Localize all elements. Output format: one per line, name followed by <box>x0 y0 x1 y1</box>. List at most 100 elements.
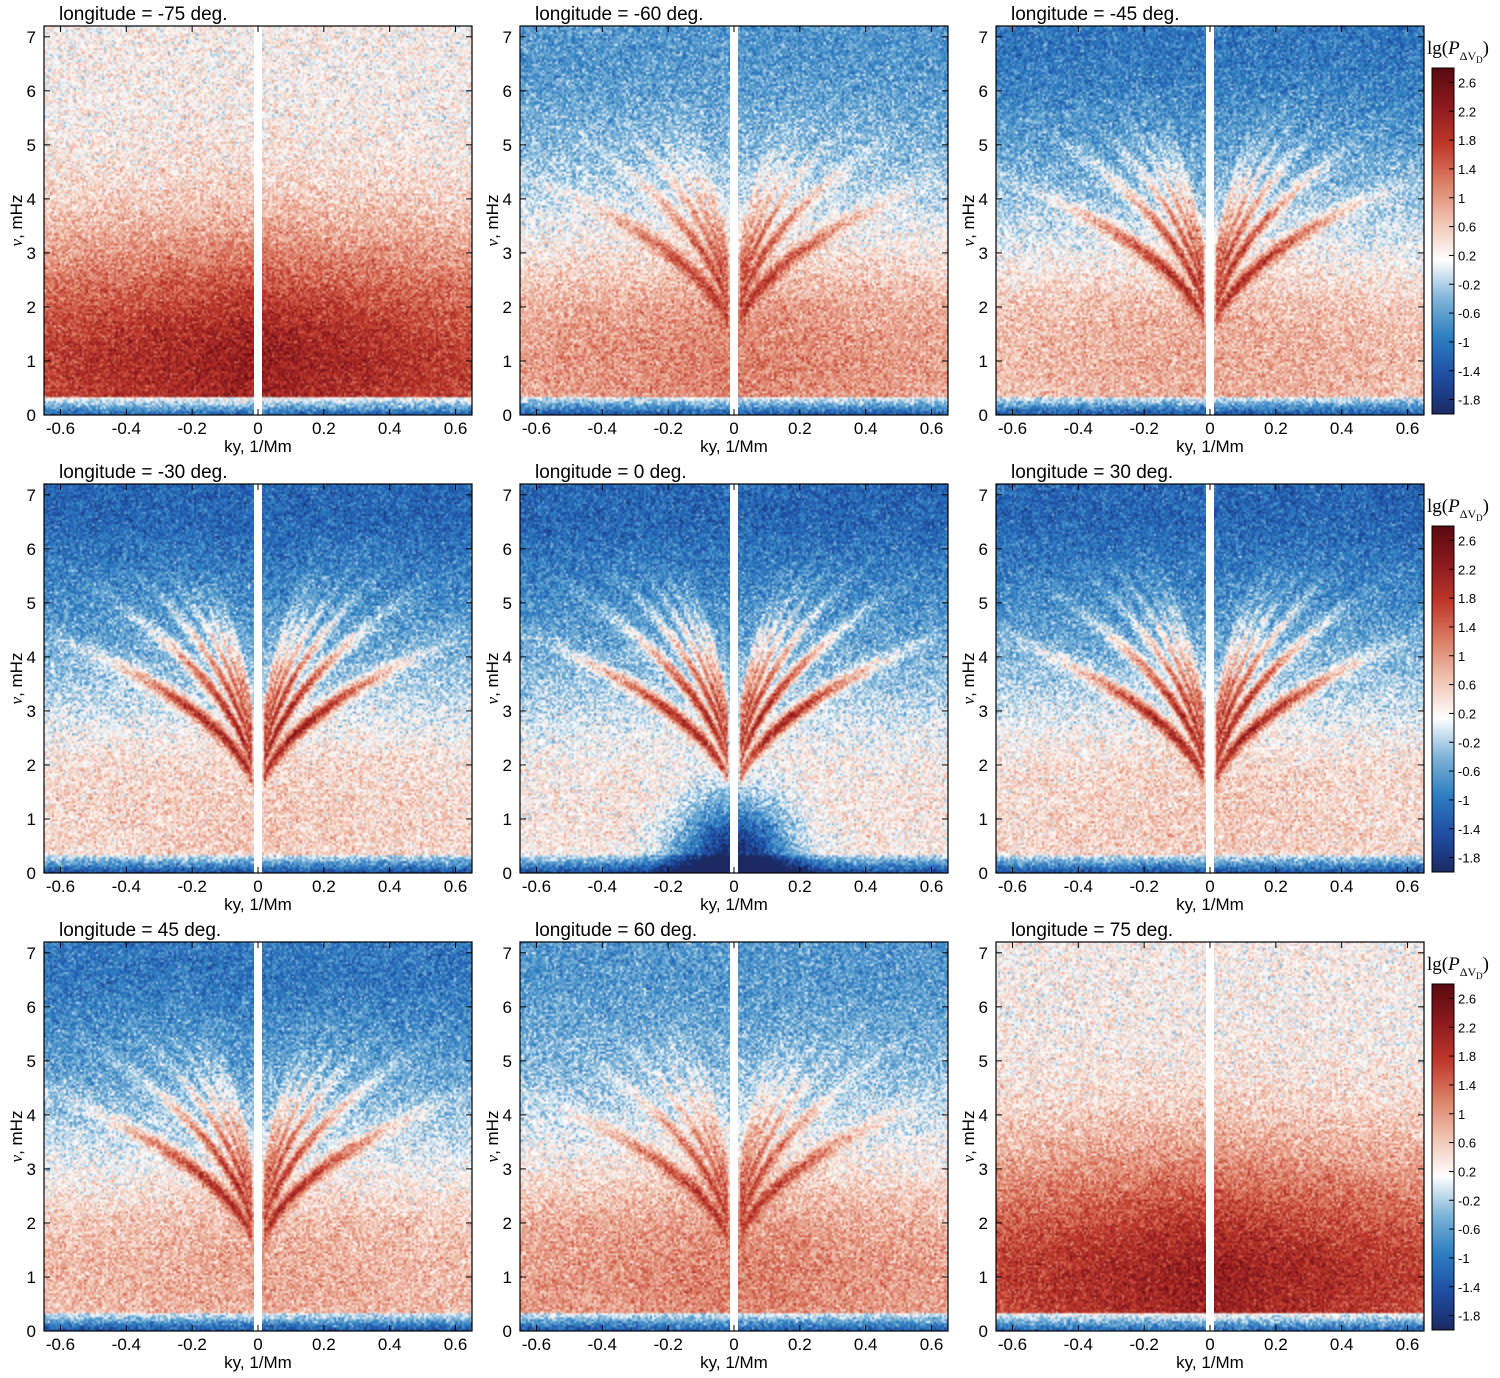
colorbar-title-v: V <box>1467 49 1476 63</box>
y-tick-label: 7 <box>979 28 988 47</box>
y-tick-label: 4 <box>979 648 988 667</box>
x-tick-label: 0.2 <box>788 877 812 896</box>
y-axis-label: ν, mHz <box>483 195 502 247</box>
colorbar-title: lg(PΔVD) <box>1427 954 1489 981</box>
x-tick-label: -0.2 <box>654 877 683 896</box>
y-tick-label: 0 <box>979 1322 988 1341</box>
y-tick-label: 3 <box>979 1160 988 1179</box>
x-tick-label: 0 <box>1205 419 1214 438</box>
colorbar-title-v: V <box>1467 965 1476 979</box>
x-tick-label: 0 <box>1205 1335 1214 1354</box>
x-tick-label: -0.6 <box>522 419 551 438</box>
zero-gap <box>254 26 262 415</box>
y-tick-label: 3 <box>27 702 36 721</box>
x-tick-label: -0.6 <box>998 877 1027 896</box>
y-tick-label: 0 <box>979 406 988 425</box>
colorbar-tick-label: -0.6 <box>1458 1222 1480 1237</box>
panel-title: longitude = 0 deg. <box>535 462 687 483</box>
y-tick-label: 2 <box>979 1214 988 1233</box>
y-tick-label: 3 <box>503 1160 512 1179</box>
x-tick-label: 0 <box>253 877 262 896</box>
x-axis-label: ky, 1/Mm <box>700 895 768 914</box>
y-axis-unit: , mHz <box>959 1111 978 1155</box>
colorbar-tick-label: -0.2 <box>1458 277 1480 292</box>
y-tick-label: 0 <box>27 864 36 883</box>
x-tick-label: 0.4 <box>854 1335 878 1354</box>
x-tick-label: -0.4 <box>112 1335 141 1354</box>
x-tick-label: 0 <box>729 419 738 438</box>
colorbar-tick-label: -1.4 <box>1458 822 1480 837</box>
panel-longitude-30: longitude = 30 deg. -0.6 -0.4 -0.2 0 0.2 0.4 0.… <box>959 462 1425 914</box>
panel-title: longitude = 30 deg. <box>1011 462 1173 483</box>
colorbar-title-delta: Δ <box>1460 965 1468 979</box>
x-tick-label: -0.2 <box>1130 877 1159 896</box>
x-axis-label: ky, 1/Mm <box>700 1353 768 1372</box>
y-axis-symbol: ν <box>483 1154 502 1162</box>
x-tick-label: 0.6 <box>444 1335 468 1354</box>
zero-gap <box>254 484 262 873</box>
colorbar-tick-label: -1.8 <box>1458 393 1480 408</box>
y-tick-label: 7 <box>27 486 36 505</box>
colorbar-title-p: P <box>1447 38 1460 59</box>
x-tick-label: 0.2 <box>312 877 336 896</box>
x-tick-label: -0.6 <box>46 1335 75 1354</box>
y-tick-label: 3 <box>27 244 36 263</box>
y-tick-label: 3 <box>979 244 988 263</box>
colorbar-tick-label: 1 <box>1458 649 1465 664</box>
y-tick-label: 6 <box>27 998 36 1017</box>
y-axis-unit: , mHz <box>7 195 26 239</box>
panel-title: longitude = 45 deg. <box>59 920 221 941</box>
y-tick-label: 4 <box>979 1106 988 1125</box>
colorbar-tick-label: 0.2 <box>1458 248 1476 263</box>
x-tick-label: -0.4 <box>112 419 141 438</box>
y-tick-label: 5 <box>979 594 988 613</box>
colorbar-tick-label: -0.2 <box>1458 1193 1480 1208</box>
y-tick-label: 7 <box>979 486 988 505</box>
x-tick-label: 0.6 <box>1396 877 1420 896</box>
y-tick-label: 6 <box>979 82 988 101</box>
y-axis-label: ν, mHz <box>959 653 978 705</box>
x-tick-label: 0.2 <box>1264 419 1288 438</box>
colorbar-title-delta: Δ <box>1460 507 1468 521</box>
x-tick-label: 0.6 <box>920 1335 944 1354</box>
x-tick-label: -0.6 <box>46 877 75 896</box>
y-axis-symbol: ν <box>483 696 502 704</box>
y-axis-symbol: ν <box>959 238 978 246</box>
colorbar-frame <box>1431 67 1455 415</box>
colorbar-tick-label: 1 <box>1458 1107 1465 1122</box>
x-tick-label: -0.2 <box>178 877 207 896</box>
colorbar-tick-label: 1 <box>1458 191 1465 206</box>
y-tick-label: 4 <box>27 1106 36 1125</box>
colorbar-title-d: D <box>1476 55 1483 65</box>
panel-title: longitude = 75 deg. <box>1011 920 1173 941</box>
x-tick-label: 0.6 <box>1396 1335 1420 1354</box>
y-tick-label: 5 <box>503 594 512 613</box>
y-axis-label: ν, mHz <box>483 1111 502 1163</box>
colorbar-tick-label: -1 <box>1458 793 1470 808</box>
y-tick-label: 3 <box>27 1160 36 1179</box>
panel-longitude-0: longitude = 0 deg. -0.6 -0.4 -0.2 0 0.2 0.4 0.6… <box>483 462 949 914</box>
colorbar-tick-label: 1.4 <box>1458 1078 1476 1093</box>
y-tick-label: 0 <box>27 1322 36 1341</box>
panel-title: longitude = 60 deg. <box>535 920 697 941</box>
colorbar-gradient <box>1432 984 1454 1330</box>
colorbar-tick-label: 1.4 <box>1458 620 1476 635</box>
y-tick-label: 4 <box>503 648 512 667</box>
x-tick-label: 0.2 <box>1264 877 1288 896</box>
y-axis-symbol: ν <box>483 238 502 246</box>
y-tick-label: 0 <box>503 406 512 425</box>
y-tick-label: 5 <box>27 1052 36 1071</box>
x-tick-label: -0.2 <box>654 1335 683 1354</box>
x-tick-label: 0 <box>1205 877 1214 896</box>
y-tick-label: 5 <box>979 136 988 155</box>
y-tick-label: 2 <box>503 756 512 775</box>
colorbar-title-prefix: lg( <box>1427 38 1448 59</box>
colorbar-tick-label: 2.6 <box>1458 75 1476 90</box>
x-tick-label: -0.4 <box>588 419 617 438</box>
x-tick-label: 0 <box>253 419 262 438</box>
x-tick-label: 0.2 <box>312 419 336 438</box>
x-tick-label: -0.4 <box>588 877 617 896</box>
zero-gap <box>254 942 262 1331</box>
x-tick-label: 0.4 <box>1330 419 1354 438</box>
